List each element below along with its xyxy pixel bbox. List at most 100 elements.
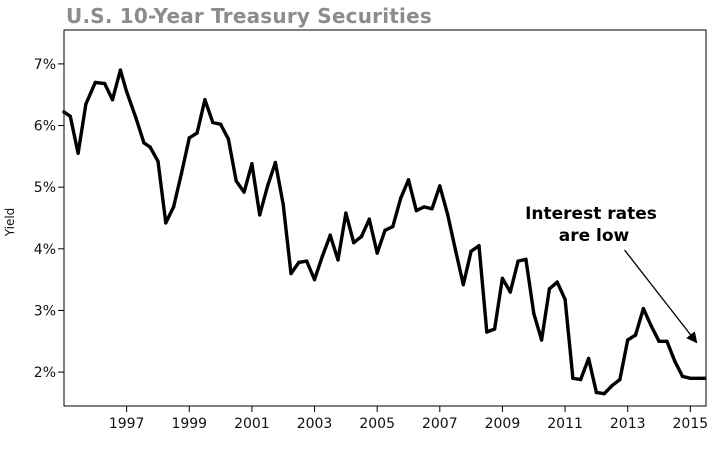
data-point: [532, 311, 536, 316]
data-point: [156, 159, 160, 163]
data-point: [203, 97, 207, 102]
data-point: [84, 102, 88, 106]
y-axis: 2% 3% 4% 5% 6% 7%: [34, 57, 64, 381]
data-point: [696, 376, 700, 380]
data-point: [430, 207, 434, 211]
data-point: [305, 259, 309, 263]
data-point: [179, 171, 184, 176]
data-point: [367, 217, 372, 221]
annotation-arrow: [624, 249, 698, 344]
data-point: [273, 160, 278, 165]
data-point: [234, 179, 238, 183]
data-point: [398, 196, 403, 200]
data-point: [563, 297, 567, 302]
data-point: [665, 339, 669, 343]
data-point: [218, 122, 223, 127]
x-tick-label: 2001: [234, 416, 270, 432]
data-point: [391, 224, 395, 229]
data-point: [134, 116, 138, 120]
data-point: [610, 383, 614, 388]
data-point: [688, 376, 693, 380]
data-point: [500, 276, 505, 281]
data-point: [641, 306, 646, 311]
data-point: [618, 377, 622, 382]
data-point: [672, 359, 677, 363]
data-point: [103, 81, 107, 86]
data-point: [289, 271, 293, 276]
data-point: [633, 333, 638, 337]
x-tick-label: 2013: [610, 416, 646, 432]
data-point: [297, 260, 301, 265]
data-point: [469, 249, 473, 253]
data-point: [571, 376, 575, 380]
y-tick-label: 4%: [34, 242, 56, 258]
x-tick-label: 2011: [547, 416, 583, 432]
data-point: [328, 233, 332, 237]
data-point: [118, 68, 123, 72]
x-tick-label: 2007: [422, 416, 458, 432]
data-point: [62, 110, 66, 114]
data-point: [250, 162, 254, 166]
data-point: [375, 251, 379, 255]
data-point: [148, 145, 152, 149]
x-tick-label: 1997: [109, 416, 145, 432]
chart-title: U.S. 10-Year Treasury Securities: [66, 4, 432, 28]
data-point: [211, 120, 215, 125]
data-point: [383, 228, 387, 233]
data-point: [110, 97, 115, 102]
data-point: [93, 80, 98, 85]
data-point: [602, 391, 606, 396]
data-point: [657, 339, 661, 343]
data-point: [461, 282, 465, 287]
data-point: [320, 254, 325, 258]
plot-frame: [63, 29, 707, 407]
data-point: [547, 287, 552, 291]
y-tick-label: 3%: [34, 303, 56, 319]
data-point: [680, 374, 685, 379]
annotation-text-line: are low: [559, 226, 630, 246]
data-point: [142, 141, 146, 145]
data-point: [124, 89, 129, 94]
data-point: [649, 324, 653, 328]
data-point: [579, 377, 583, 382]
annotation-text-line: Interest rates: [525, 204, 657, 224]
y-axis-label: Yield: [3, 208, 17, 238]
data-point: [524, 257, 528, 261]
data-point: [187, 136, 191, 140]
x-tick-label: 2003: [297, 416, 333, 432]
data-point: [516, 259, 520, 263]
x-tick-label: 2009: [485, 416, 521, 432]
data-point: [76, 151, 80, 155]
data-point: [344, 211, 348, 215]
data-point: [586, 356, 591, 361]
data-point: [312, 277, 317, 282]
data-point: [336, 258, 340, 262]
data-point: [195, 131, 199, 135]
data-point: [351, 240, 356, 245]
y-tick-label: 5%: [34, 180, 56, 196]
data-point: [171, 205, 176, 209]
data-point: [164, 221, 168, 225]
data-point: [406, 178, 411, 182]
y-tick-label: 7%: [34, 57, 56, 73]
data-point: [555, 280, 559, 284]
data-point: [492, 327, 497, 331]
data-point: [453, 248, 458, 252]
data-point: [594, 390, 599, 395]
data-point: [485, 330, 489, 334]
data-point: [281, 202, 285, 207]
data-point: [438, 184, 442, 188]
y-tick-label: 2%: [34, 365, 56, 381]
data-point: [539, 338, 544, 342]
data-point: [445, 212, 450, 217]
data-point: [414, 208, 419, 213]
data-point: [359, 234, 364, 239]
data-point: [477, 244, 481, 248]
data-point: [226, 137, 231, 141]
x-tick-label: 2015: [673, 416, 709, 432]
x-axis: 1997 1999 2001 2003 2005 2007 2009 2011 2013 2015: [109, 406, 708, 432]
y-tick-label: 6%: [34, 119, 56, 135]
x-tick-label: 1999: [171, 416, 207, 432]
